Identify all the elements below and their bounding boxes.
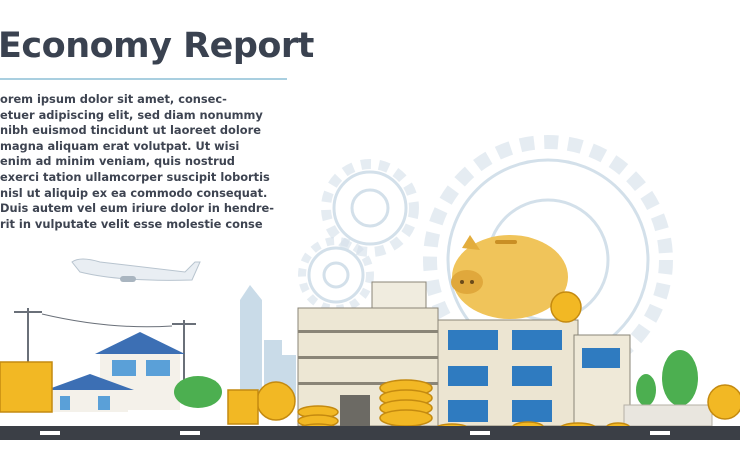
title-divider <box>0 78 287 80</box>
body-line: nisl ut aliquip ex ea commodo consequat. <box>0 185 268 200</box>
body-line: exerci tation ullamcorper suscipit lobor… <box>0 169 270 184</box>
body-line: Duis autem vel eum iriure dolor in hendr… <box>0 201 274 216</box>
skyline <box>240 285 296 400</box>
piggy-bank-icon <box>451 235 568 319</box>
body-line: magna aliquam erat volutpat. Ut wisi <box>0 138 240 153</box>
house-icon <box>46 332 185 412</box>
gear-icon <box>321 159 419 257</box>
body-line: rit in vulputate velit esse molestie con… <box>0 216 263 231</box>
body-line: enim ad minim veniam, quis nostrud <box>0 154 235 169</box>
gear-icon <box>298 237 374 313</box>
road <box>0 426 740 440</box>
airplane-icon <box>71 258 201 282</box>
body-line: nibh euismod tincidunt ut laoreet dolore <box>0 123 261 138</box>
page-title: Economy Report <box>0 26 314 66</box>
tree-icon <box>174 350 698 408</box>
body-text: orem ipsum dolor sit amet, consec- etuer… <box>0 92 274 232</box>
body-line: etuer adipiscing elit, sed diam nonummy <box>0 107 263 122</box>
body-line: orem ipsum dolor sit amet, consec- <box>0 92 227 106</box>
